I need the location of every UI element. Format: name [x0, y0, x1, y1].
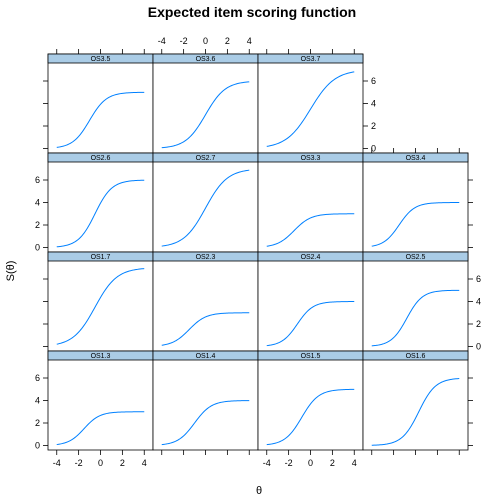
series-line-OS1.7 [56, 268, 145, 345]
y-tick-label-right: 6 [476, 274, 481, 284]
series-line-OS1.5 [266, 388, 355, 446]
x-tick-label-top: 0 [203, 36, 208, 46]
panel-frame-OS1.7 [47, 251, 154, 352]
y-tick-label-left: 0 [35, 441, 40, 451]
series-line-OS1.3 [56, 411, 145, 446]
panel-frame-OS3.7 [257, 53, 364, 154]
series-line-OS2.3 [161, 312, 250, 346]
panel-strip-OS2.5 [362, 251, 469, 262]
panel-label: OS1.7 [91, 254, 111, 261]
series-line-OS1.4 [161, 400, 250, 446]
panel-frame-OS1.6 [362, 350, 469, 451]
panel-label: OS1.4 [196, 353, 216, 360]
y-tick-label-right: 4 [371, 99, 376, 109]
x-tick-label-bottom: 4 [352, 458, 357, 468]
panel-grid: OS3.5 OS3.6 OS3.7 OS2.6 OS2.7 OS3.3 OS3.4 OS1.7… [35, 36, 481, 468]
x-tick-label-top: 4 [247, 36, 252, 46]
panel-label: OS3.5 [91, 56, 111, 63]
x-tick-label-bottom: 2 [330, 458, 335, 468]
series-line-OS2.5 [371, 289, 460, 347]
y-tick-label-left: 4 [35, 396, 40, 406]
panel-label: OS3.4 [406, 155, 426, 162]
series-line-OS3.4 [371, 202, 460, 247]
panel-frame-OS3.6 [152, 53, 259, 154]
y-tick-label-right: 2 [371, 121, 376, 131]
y-tick-label-left: 4 [35, 198, 40, 208]
x-tick-label-bottom: 4 [142, 458, 147, 468]
chart-title: Expected item scoring function [148, 4, 356, 20]
series-line-OS2.4 [266, 301, 355, 347]
x-tick-label-bottom: -4 [53, 458, 61, 468]
y-tick-label-left: 6 [35, 373, 40, 383]
x-tick-label-bottom: -2 [75, 458, 83, 468]
series-line-OS2.7 [161, 169, 250, 247]
panel-label: OS1.5 [301, 353, 321, 360]
x-tick-label-bottom: 0 [308, 458, 313, 468]
series-line-OS3.5 [56, 91, 145, 148]
y-tick-label-right: 0 [476, 342, 481, 352]
y-tick-label-right: 6 [371, 76, 376, 86]
panel-label: OS1.3 [91, 353, 111, 360]
y-tick-label-right: 0 [371, 144, 376, 154]
y-tick-label-left: 2 [35, 220, 40, 230]
panel-strip-OS1.6 [362, 350, 469, 361]
panel-label: OS2.4 [301, 254, 321, 261]
panel-label: OS1.6 [406, 353, 426, 360]
x-tick-label-top: -4 [158, 36, 166, 46]
panel-frame-OS2.3 [152, 251, 259, 352]
y-tick-label-left: 6 [35, 175, 40, 185]
x-tick-label-top: -2 [180, 36, 188, 46]
x-tick-label-bottom: -2 [285, 458, 293, 468]
y-tick-label-right: 2 [476, 319, 481, 329]
panel-frame-OS2.5 [362, 251, 469, 352]
panel-label: OS2.3 [196, 254, 216, 261]
panel-label: OS3.3 [301, 155, 321, 162]
panel-label: OS2.5 [406, 254, 426, 261]
panel-label: OS3.6 [196, 56, 216, 63]
panel-label: OS2.7 [196, 155, 216, 162]
x-tick-label-bottom: -4 [263, 458, 271, 468]
series-line-OS3.7 [266, 71, 355, 147]
panel-frame-OS3.5 [47, 53, 154, 154]
panel-frame-OS3.3 [257, 152, 364, 253]
x-tick-label-bottom: 2 [120, 458, 125, 468]
y-axis-label: S(θ) [5, 261, 17, 282]
series-line-OS1.6 [371, 378, 460, 446]
panel-frame-OS1.5 [257, 350, 364, 451]
series-line-OS2.6 [56, 179, 145, 248]
series-line-OS3.3 [266, 213, 355, 247]
panel-frame-OS1.3 [47, 350, 154, 451]
y-tick-label-right: 4 [476, 297, 481, 307]
panel-label: OS3.7 [301, 56, 321, 63]
panel-label: OS2.6 [91, 155, 111, 162]
x-axis-label: θ [256, 485, 262, 497]
y-tick-label-left: 0 [35, 243, 40, 253]
x-tick-label-bottom: 0 [98, 458, 103, 468]
x-tick-label-top: 2 [225, 36, 230, 46]
panel-frame-OS2.7 [152, 152, 259, 253]
series-line-OS3.6 [161, 81, 250, 149]
y-tick-label-left: 2 [35, 418, 40, 428]
